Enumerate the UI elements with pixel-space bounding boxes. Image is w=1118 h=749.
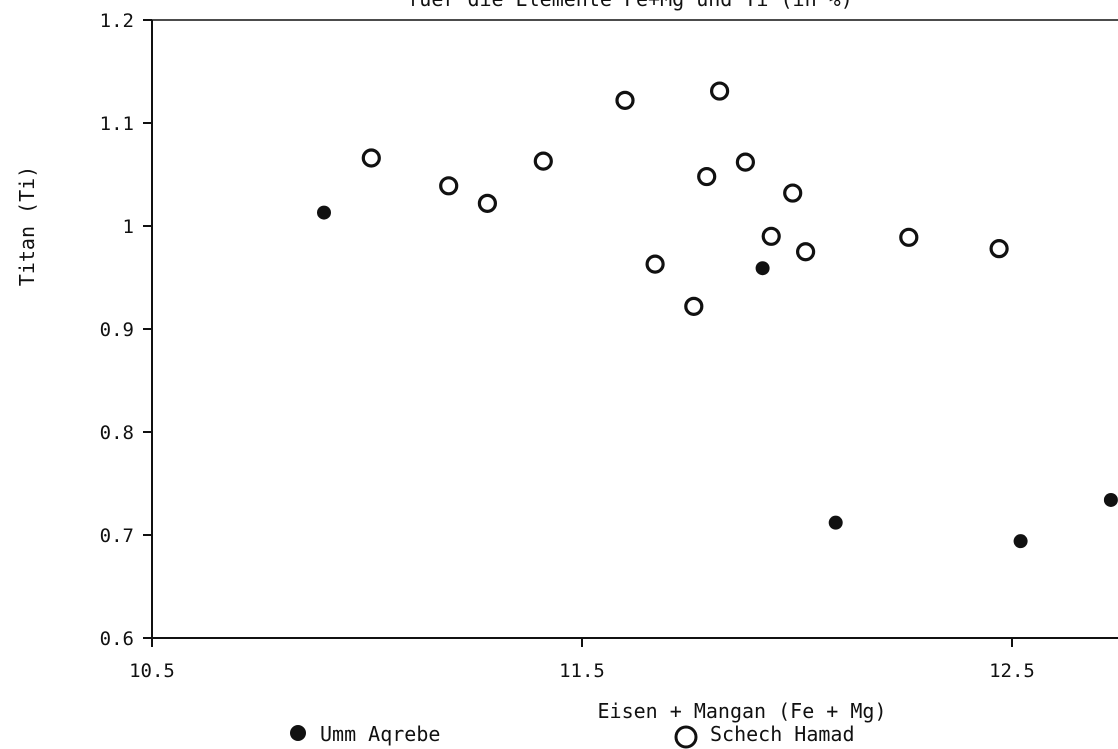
point-schech-hamad xyxy=(533,151,553,171)
point-umm-aqrebe xyxy=(1103,492,1118,507)
point-schech-hamad xyxy=(697,166,717,187)
x-tick-label: 10.5 xyxy=(129,660,175,682)
point-umm-aqrebe xyxy=(828,515,843,530)
y-tick-label: 0.8 xyxy=(100,422,134,444)
y-tick-label: 1.2 xyxy=(100,10,134,32)
point-schech-hamad xyxy=(761,226,781,246)
point-schech-hamad xyxy=(709,81,730,101)
chart-title: fuer die Elemente Fe+Mg und Ti (in %) xyxy=(407,0,853,11)
y-tick-label: 1 xyxy=(123,216,134,238)
data-points xyxy=(317,81,1118,549)
y-axis-ticks: 0.6 0.7 0.8 0.9 1 1.1 1.2 xyxy=(100,10,152,650)
point-schech-hamad xyxy=(615,90,635,110)
legend-marker-schech-hamad xyxy=(674,725,698,749)
y-tick-label: 0.9 xyxy=(100,319,134,341)
x-axis-title: Eisen + Mangan (Fe + Mg) xyxy=(598,699,887,723)
x-tick-label: 11.5 xyxy=(559,660,605,682)
legend-marker-umm-aqrebe xyxy=(290,725,306,741)
x-axis-ticks: 10.511.512.513.514.5 xyxy=(129,638,1035,682)
y-axis-title: Titan (Ti) xyxy=(15,166,39,286)
y-tick-label: 0.6 xyxy=(100,628,134,650)
legend-label-schech-hamad: Schech Hamad xyxy=(710,722,855,746)
point-schech-hamad xyxy=(783,183,803,203)
point-schech-hamad xyxy=(361,148,381,168)
x-tick-label: 12.5 xyxy=(989,660,1035,682)
point-umm-aqrebe xyxy=(755,261,770,276)
point-schech-hamad xyxy=(735,152,756,172)
point-schech-hamad xyxy=(684,296,704,316)
point-schech-hamad xyxy=(439,176,459,196)
point-schech-hamad xyxy=(645,254,665,274)
point-schech-hamad xyxy=(899,227,919,247)
point-umm-aqrebe xyxy=(1013,534,1028,549)
y-tick-label: 1.1 xyxy=(100,113,134,135)
y-tick-label: 0.7 xyxy=(100,525,134,547)
legend-label-umm-aqrebe: Umm Aqrebe xyxy=(320,722,440,746)
legend: Umm Aqrebe Schech Hamad xyxy=(290,722,855,749)
point-umm-aqrebe xyxy=(317,205,331,220)
point-schech-hamad xyxy=(989,239,1009,259)
point-schech-hamad xyxy=(477,193,497,213)
point-schech-hamad xyxy=(795,242,816,262)
